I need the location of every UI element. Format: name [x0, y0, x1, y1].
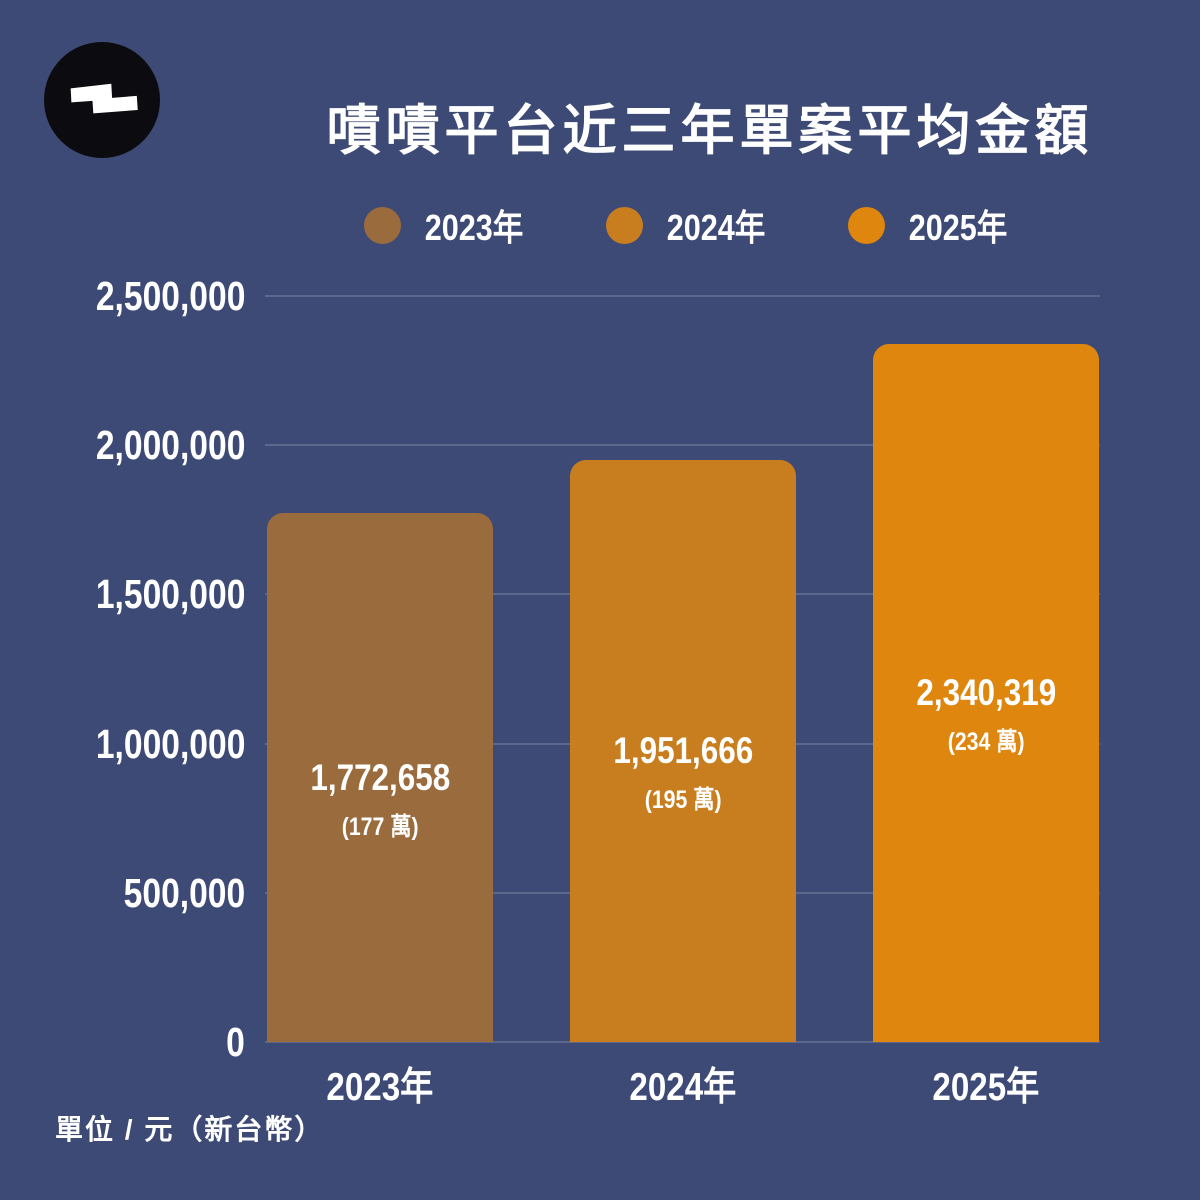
y-tick-text: 2,000,000: [95, 422, 245, 469]
y-tick-text: 500,000: [123, 869, 245, 916]
x-tick-label: 2023年: [230, 1056, 530, 1112]
legend-item-2024年: 2024年: [605, 199, 774, 251]
x-tick-text: 2024年: [629, 1066, 737, 1109]
y-tick-label: 0: [0, 1018, 245, 1066]
legend-dot-icon: [848, 206, 886, 244]
bar-2023年: [267, 513, 493, 1042]
x-tick-text: 2023年: [326, 1066, 434, 1109]
legend-dot-icon: [363, 206, 401, 244]
y-tick-text: 1,000,000: [95, 720, 245, 767]
x-tick-text: 2025年: [932, 1066, 1040, 1109]
x-tick-label: 2025年: [836, 1056, 1136, 1112]
y-tick-text: 2,500,000: [95, 273, 245, 319]
legend-label-text: 2024年: [666, 207, 766, 248]
x-tick-label: 2024年: [533, 1056, 833, 1112]
unit-note: 單位 / 元（新台幣）: [55, 1114, 325, 1145]
y-tick-text: 1,500,000: [95, 571, 245, 618]
y-tick-label: 2,500,000: [0, 272, 245, 320]
gridline-2500000: [265, 295, 1100, 297]
gridline-2000000: [265, 444, 1100, 447]
legend-item-label: 2023年: [416, 199, 532, 251]
legend-item-label: 2024年: [658, 199, 774, 251]
chart-legend: 2023年 2024年 2025年: [270, 205, 1110, 248]
legend-label-text: 2025年: [908, 207, 1008, 248]
legend-item-label: 2025年: [900, 199, 1016, 251]
y-tick-label: 500,000: [0, 869, 245, 917]
y-tick-label: 1,500,000: [0, 570, 245, 618]
bar-2024年: [570, 459, 796, 1042]
zeczec-logo: [44, 42, 160, 158]
y-tick-text: 0: [226, 1019, 245, 1065]
legend-item-2025年: 2025年: [848, 199, 1016, 251]
bar-2025年: [873, 343, 1099, 1042]
legend-dot-icon: [605, 206, 643, 244]
chart-title: 嘖嘖平台近三年單案平均金額: [326, 101, 1094, 161]
y-tick-label: 1,000,000: [0, 720, 245, 768]
gridline-0: [265, 1041, 1100, 1043]
zeczec-logo-icon: [44, 42, 160, 158]
legend-label-text: 2023年: [424, 207, 524, 248]
legend-item-2023年: 2023年: [363, 199, 532, 251]
y-tick-label: 2,000,000: [0, 421, 245, 469]
